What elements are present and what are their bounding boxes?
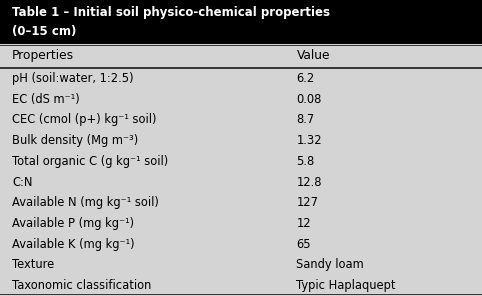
- Text: EC (dS m⁻¹): EC (dS m⁻¹): [12, 93, 80, 106]
- Text: 8.7: 8.7: [296, 113, 315, 126]
- Text: pH (soil:water, 1:2.5): pH (soil:water, 1:2.5): [12, 72, 134, 85]
- Text: Value: Value: [296, 49, 330, 62]
- Text: 0.08: 0.08: [296, 93, 322, 106]
- Text: 12.8: 12.8: [296, 176, 322, 189]
- Text: 127: 127: [296, 196, 319, 209]
- Text: Texture: Texture: [12, 258, 54, 271]
- Text: 65: 65: [296, 238, 311, 251]
- Text: Available P (mg kg⁻¹): Available P (mg kg⁻¹): [12, 217, 134, 230]
- Text: 12: 12: [296, 217, 311, 230]
- Text: Sandy loam: Sandy loam: [296, 258, 364, 271]
- Text: Bulk density (Mg m⁻³): Bulk density (Mg m⁻³): [12, 134, 138, 147]
- Text: Available K (mg kg⁻¹): Available K (mg kg⁻¹): [12, 238, 134, 251]
- Text: Typic Haplaquept: Typic Haplaquept: [296, 279, 396, 292]
- Text: (0–15 cm): (0–15 cm): [12, 25, 77, 38]
- Text: CEC (cmol (p+) kg⁻¹ soil): CEC (cmol (p+) kg⁻¹ soil): [12, 113, 157, 126]
- Text: C:N: C:N: [12, 176, 33, 189]
- Text: Available N (mg kg⁻¹ soil): Available N (mg kg⁻¹ soil): [12, 196, 159, 209]
- Text: 6.2: 6.2: [296, 72, 315, 85]
- Text: Total organic C (g kg⁻¹ soil): Total organic C (g kg⁻¹ soil): [12, 155, 168, 168]
- Text: Properties: Properties: [12, 49, 74, 62]
- Text: Taxonomic classification: Taxonomic classification: [12, 279, 151, 292]
- Text: 5.8: 5.8: [296, 155, 315, 168]
- Text: Table 1 – Initial soil physico-chemical properties: Table 1 – Initial soil physico-chemical …: [12, 6, 330, 19]
- Text: 1.32: 1.32: [296, 134, 322, 147]
